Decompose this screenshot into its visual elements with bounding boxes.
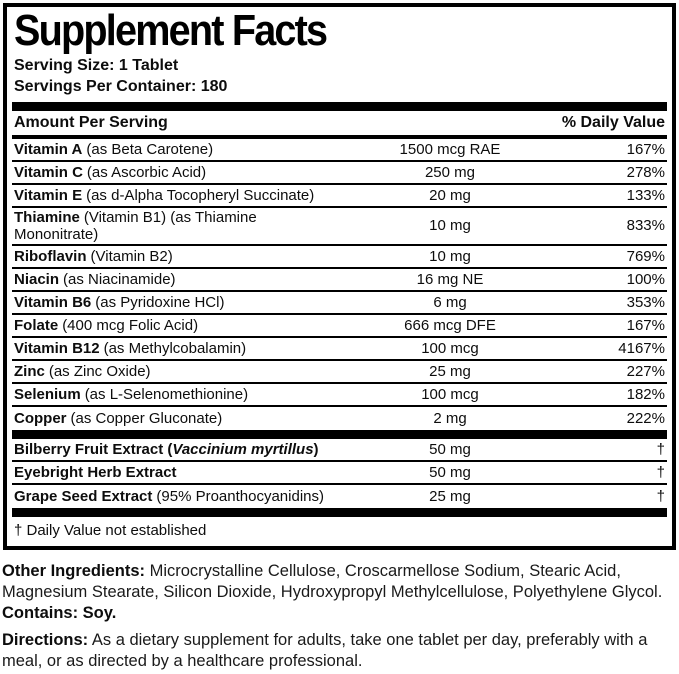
table-row: Thiamine (Vitamin B1) (as Thiamine Mononi… [12,208,667,246]
nutrient-amount-cell: 10 mg [429,217,471,235]
nutrient-amount-cell: 20 mg [429,186,471,204]
nutrient-name-cell: Vitamin C (as Ascorbic Acid) [14,163,207,181]
nutrient-daily-value-cell: 167% [626,140,665,158]
supplement-facts-panel: Supplement Facts Serving Size: 1 Tablet … [3,3,676,550]
nutrient-name-cell: Vitamin B12 (as Methylcobalamin) [14,339,247,357]
daily-value-header: % Daily Value [561,113,665,131]
nutrient-daily-value-cell: 278% [626,163,665,181]
table-row: Niacin (as Niacinamide) 16 mg NE 100% [12,269,667,292]
nutrient-name-cell: Eyebright Herb Extract [14,463,177,481]
other-ingredients-label: Other Ingredients: [2,561,146,580]
nutrient-name-cell: Selenium (as L-Selenomethionine) [14,385,249,403]
table-row: Vitamin E (as d-Alpha Tocopheryl Succinat… [12,185,667,208]
nutrient-daily-value-cell: 222% [626,409,665,427]
nutrient-daily-value-cell: 182% [626,385,665,403]
nutrient-daily-value-cell: 769% [626,247,665,265]
label-text-below-panel: Other Ingredients: Microcrystalline Cell… [0,553,679,673]
table-row: Riboflavin (Vitamin B2) 10 mg 769% [12,246,667,269]
nutrient-name-cell: Zinc (as Zinc Oxide) [14,362,151,380]
other-ingredients-text: Microcrystalline Cellulose, Croscarmello… [2,561,663,601]
nutrient-name-cell: Grape Seed Extract (95% Proanthocyanidins… [14,487,324,505]
nutrient-name-cell: Vitamin E (as d-Alpha Tocopheryl Succinat… [14,186,315,204]
table-row: Zinc (as Zinc Oxide) 25 mg 227% [12,361,667,384]
servings-per-container-line: Servings Per Container: 180 [14,77,228,95]
table-row: Eyebright Herb Extract 50 mg † [12,462,667,485]
amount-per-serving-header: Amount Per Serving [14,113,168,131]
nutrient-daily-value-cell: 4167% [618,339,665,357]
nutrient-amount-cell: 50 mg [429,440,471,458]
nutrient-name-cell: Vitamin A (as Beta Carotene) [14,140,214,158]
nutrient-amount-cell: 16 mg NE [416,270,484,288]
contains-line: Contains: Soy. [2,603,117,622]
directions-text: As a dietary supplement for adults, take… [2,630,648,671]
nutrient-amount-cell: 100 mcg [421,385,479,403]
column-header-row: Amount Per Serving % Daily Value [12,111,667,135]
table-row: Vitamin A (as Beta Carotene) 1500 mcg RAE… [12,139,667,162]
botanicals-group: Bilberry Fruit Extract (Vaccinium myrtil… [12,439,667,508]
nutrient-amount-cell: 25 mg [429,362,471,380]
divider-medium-header [12,134,667,139]
directions-label: Directions: [2,630,89,649]
supplement-label-page: Supplement Facts Serving Size: 1 Tablet … [0,3,679,674]
nutrient-name-cell: Thiamine (Vitamin B1) (as Thiamine Mononi… [14,208,257,243]
nutrient-amount-cell: 666 mcg DFE [404,316,496,334]
nutrient-amount-cell: 25 mg [429,487,471,505]
nutrient-daily-value-cell: 133% [626,186,665,204]
nutrient-amount-cell: 100 mcg [421,339,479,357]
nutrient-amount-cell: 50 mg [429,463,471,481]
other-ingredients-paragraph: Other Ingredients: Microcrystalline Cell… [2,561,677,624]
table-row: Vitamin B6 (as Pyridoxine HCl) 6 mg 353% [12,292,667,315]
divider-thick-botanicals [12,429,667,439]
directions-paragraph: Directions: As a dietary supplement for … [2,630,677,672]
serving-size-line: Serving Size: 1 Tablet [14,57,179,74]
nutrient-name-cell: Copper (as Copper Gluconate) [14,409,223,427]
nutrient-amount-cell: 250 mg [424,163,476,181]
table-row: Selenium (as L-Selenomethionine) 100 mcg … [12,384,667,407]
nutrient-daily-value-cell: 100% [626,270,665,288]
nutrient-name-cell: Vitamin B6 (as Pyridoxine HCl) [14,293,225,311]
nutrient-daily-value-cell: † [656,487,665,505]
nutrient-daily-value-cell: 353% [626,293,665,311]
table-row: Vitamin C (as Ascorbic Acid) 250 mg 278% [12,162,667,185]
table-row: Bilberry Fruit Extract (Vaccinium myrtil… [12,439,667,462]
nutrient-daily-value-cell: 833% [626,217,665,235]
nutrient-name-cell: Bilberry Fruit Extract (Vaccinium myrtil… [14,440,319,458]
table-row: Vitamin B12 (as Methylcobalamin) 100 mcg … [12,338,667,361]
panel-title: Supplement Facts [14,6,328,55]
nutrient-daily-value-cell: † [656,440,665,458]
divider-thick-footnote [12,507,667,517]
nutrient-daily-value-cell: 227% [626,362,665,380]
divider-thick-top [12,101,667,111]
table-row: Grape Seed Extract (95% Proanthocyanidins… [12,485,667,508]
daily-value-footnote: † Daily Value not established [14,521,207,539]
nutrients-group: Vitamin A (as Beta Carotene) 1500 mcg RAE… [12,139,667,430]
nutrient-daily-value-cell: 167% [626,316,665,334]
nutrient-amount-cell: 1500 mcg RAE [399,140,501,158]
nutrient-name-cell: Riboflavin (Vitamin B2) [14,247,173,265]
nutrient-amount-cell: 10 mg [429,247,471,265]
table-row: Copper (as Copper Gluconate) 2 mg 222% [12,407,667,430]
nutrient-daily-value-cell: † [656,463,665,481]
nutrient-amount-cell: 6 mg [433,293,467,311]
nutrient-name-cell: Folate (400 mcg Folic Acid) [14,316,199,334]
nutrient-amount-cell: 2 mg [433,409,467,427]
nutrient-name-cell: Niacin (as Niacinamide) [14,270,176,288]
table-row: Folate (400 mcg Folic Acid) 666 mcg DFE 1… [12,315,667,338]
